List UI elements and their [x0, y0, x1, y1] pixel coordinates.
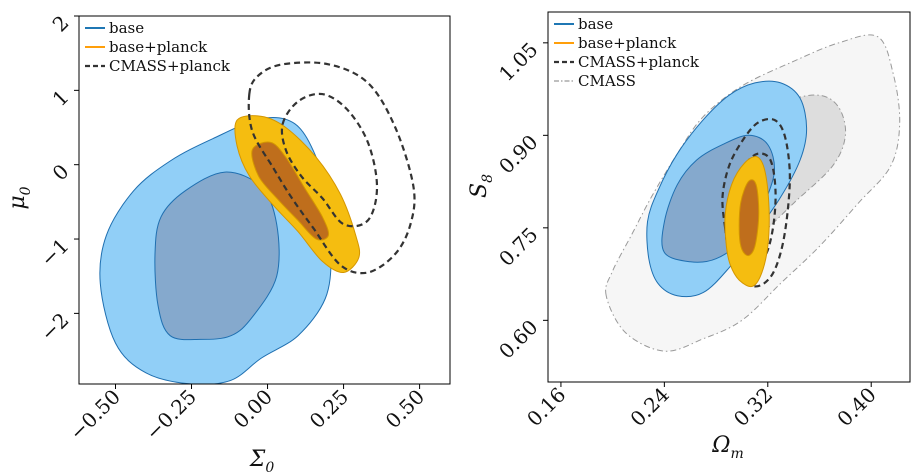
right-legend-label: base+planck [578, 34, 677, 52]
left-x-tick-label: 0.25 [305, 385, 353, 433]
left-x-tick-label: 0.00 [229, 385, 277, 433]
left-x-axis-label: Σ0 [249, 447, 275, 474]
right-panel: 0.16 0.24 0.32 0.40 0.600.750.901.05 Ωm S8 … [467, 11, 911, 462]
right-x-tick-label: 0.40 [832, 383, 880, 431]
left-y-ticks: −2 −1 0 1 2 [36, 11, 79, 346]
left-contour-layer [99, 61, 416, 384]
right-y-tick-label: 0.90 [494, 130, 542, 178]
left-y-tick-label: 0 [48, 159, 74, 185]
left-y-tick-label: 2 [48, 11, 74, 37]
left-legend-label: CMASS+planck [109, 57, 231, 75]
left-legend-label: base+planck [109, 38, 208, 56]
right-x-tick-label: 0.24 [625, 383, 673, 431]
left-legend-label: base [109, 19, 144, 37]
right-y-tick-label: 1.05 [494, 37, 542, 85]
left-base-planck-inner-contour [251, 141, 330, 241]
right-y-axis-label: S8 [467, 174, 496, 198]
right-y-tick-label: 0.75 [494, 222, 542, 270]
left-y-tick-label: −1 [36, 234, 74, 272]
left-base-inner-contour [154, 171, 280, 341]
right-y-tick-label: 0.60 [494, 315, 542, 363]
left-x-tick-label: 0.50 [381, 385, 429, 433]
right-legend-label: CMASS [578, 72, 636, 90]
right-x-tick-label: 0.16 [522, 383, 570, 431]
left-y-tick-label: 1 [48, 85, 74, 111]
right-x-ticks: 0.16 0.24 0.32 0.40 [522, 382, 881, 431]
left-cmass-planck-outer-contour [247, 61, 416, 275]
right-legend-label: CMASS+planck [578, 53, 700, 71]
right-base-planck-inner-contour [738, 179, 760, 257]
left-panel: −0.50 −0.25 0.00 0.25 0.50 −2 −1 0 1 2 Σ0 μ0 bas… [5, 11, 451, 474]
left-cmass-planck-inner-contour [280, 92, 379, 228]
right-x-axis-label: Ωm [711, 433, 744, 462]
left-x-tick-label: −0.25 [141, 385, 201, 445]
left-x-tick-label: −0.50 [65, 385, 125, 445]
left-x-ticks: −0.50 −0.25 0.00 0.25 0.50 [65, 384, 429, 445]
right-x-tick-label: 0.32 [729, 383, 777, 431]
right-axes-frame [547, 11, 911, 383]
right-legend-label: base [578, 15, 613, 33]
left-y-axis-label: μ0 [5, 186, 34, 209]
left-axes-frame [78, 15, 451, 385]
right-contour-layer [605, 34, 901, 352]
left-y-tick-label: −2 [36, 308, 74, 346]
right-y-ticks: 0.60 0.75 0.90 1.05 [494, 37, 548, 363]
